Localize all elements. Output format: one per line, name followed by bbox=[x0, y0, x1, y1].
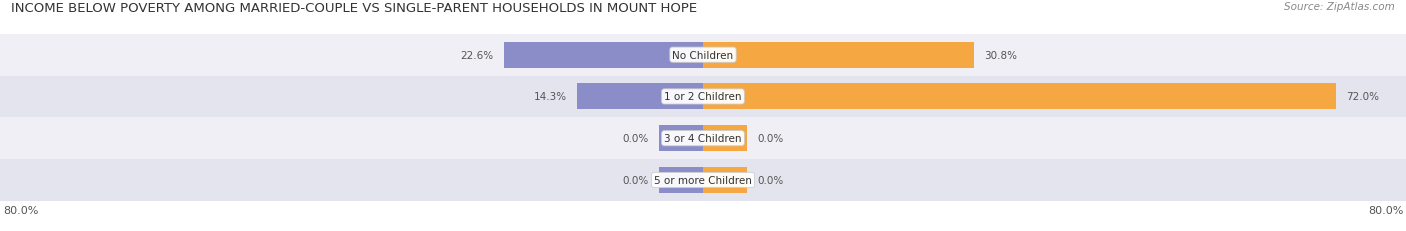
Text: No Children: No Children bbox=[672, 50, 734, 61]
Text: 80.0%: 80.0% bbox=[1368, 206, 1403, 216]
Text: 3 or 4 Children: 3 or 4 Children bbox=[664, 134, 742, 144]
Bar bbox=[0, 159, 1406, 201]
Bar bbox=[659, 167, 703, 193]
Text: 14.3%: 14.3% bbox=[534, 92, 567, 102]
Bar bbox=[703, 43, 973, 68]
Text: 5 or more Children: 5 or more Children bbox=[654, 175, 752, 185]
Text: Source: ZipAtlas.com: Source: ZipAtlas.com bbox=[1284, 2, 1395, 12]
Bar bbox=[703, 167, 747, 193]
Bar bbox=[0, 118, 1406, 159]
Bar bbox=[505, 43, 703, 68]
Text: 1 or 2 Children: 1 or 2 Children bbox=[664, 92, 742, 102]
Bar bbox=[703, 84, 1336, 110]
Bar bbox=[703, 126, 747, 152]
Text: 80.0%: 80.0% bbox=[3, 206, 38, 216]
Text: INCOME BELOW POVERTY AMONG MARRIED-COUPLE VS SINGLE-PARENT HOUSEHOLDS IN MOUNT H: INCOME BELOW POVERTY AMONG MARRIED-COUPL… bbox=[11, 2, 697, 15]
Text: 0.0%: 0.0% bbox=[623, 175, 648, 185]
Text: 72.0%: 72.0% bbox=[1347, 92, 1379, 102]
Text: 0.0%: 0.0% bbox=[758, 175, 783, 185]
Bar bbox=[0, 76, 1406, 118]
Bar bbox=[659, 126, 703, 152]
Text: 0.0%: 0.0% bbox=[758, 134, 783, 144]
Text: 22.6%: 22.6% bbox=[461, 50, 494, 61]
Text: 30.8%: 30.8% bbox=[984, 50, 1017, 61]
Bar bbox=[578, 84, 703, 110]
Bar bbox=[0, 35, 1406, 76]
Text: 0.0%: 0.0% bbox=[623, 134, 648, 144]
